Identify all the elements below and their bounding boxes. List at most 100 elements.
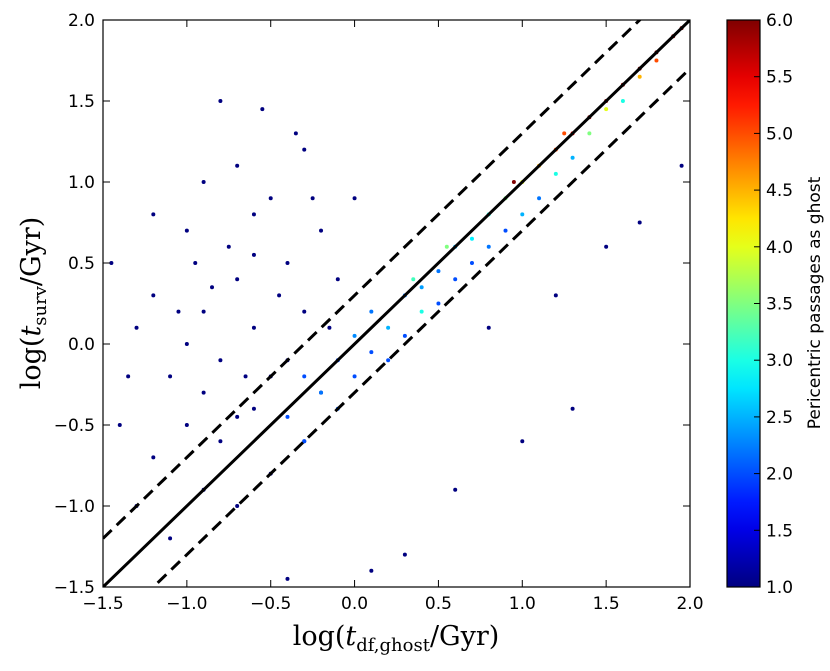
point bbox=[151, 455, 156, 460]
point bbox=[193, 261, 198, 265]
point bbox=[570, 155, 575, 160]
point bbox=[352, 374, 357, 379]
point bbox=[537, 196, 542, 201]
point bbox=[402, 333, 407, 338]
point bbox=[453, 487, 458, 492]
point bbox=[151, 293, 156, 298]
point bbox=[184, 342, 189, 346]
point bbox=[369, 309, 374, 314]
point bbox=[604, 244, 609, 249]
point bbox=[168, 374, 173, 379]
y-tick-label: 0.5 bbox=[68, 254, 95, 274]
point bbox=[184, 423, 189, 427]
point bbox=[168, 536, 173, 541]
point bbox=[277, 293, 282, 298]
point bbox=[352, 333, 357, 338]
point bbox=[386, 358, 391, 363]
point bbox=[226, 244, 231, 249]
y-tick-label: 0.0 bbox=[68, 335, 95, 355]
point bbox=[285, 261, 290, 265]
point bbox=[218, 439, 223, 444]
y-tick-label: −1.0 bbox=[54, 497, 95, 517]
point bbox=[134, 325, 139, 330]
colorbar-tick-label: 2.5 bbox=[766, 408, 793, 428]
y-tick-label: 2.0 bbox=[68, 11, 95, 31]
y-tick-label: −0.5 bbox=[54, 416, 95, 436]
point bbox=[260, 107, 265, 112]
point bbox=[436, 269, 441, 274]
point bbox=[520, 212, 525, 217]
point bbox=[335, 277, 340, 282]
reference-line bbox=[151, 67, 690, 587]
x-tick-label: −1.5 bbox=[82, 594, 123, 614]
point bbox=[444, 244, 449, 249]
point bbox=[218, 99, 223, 103]
point bbox=[235, 163, 240, 168]
point bbox=[310, 196, 315, 201]
point bbox=[302, 439, 307, 444]
point bbox=[319, 390, 324, 395]
x-axis-label: log(tdf,ghost/Gyr) bbox=[293, 621, 500, 656]
point bbox=[369, 350, 374, 355]
point bbox=[251, 212, 256, 217]
point bbox=[386, 325, 391, 330]
point bbox=[453, 277, 458, 282]
point bbox=[511, 180, 516, 184]
point bbox=[302, 309, 307, 314]
point bbox=[654, 58, 659, 63]
point bbox=[604, 107, 609, 112]
point bbox=[436, 301, 441, 306]
colorbar-tick-label: 5.0 bbox=[766, 124, 793, 144]
point bbox=[268, 196, 273, 201]
colorbar-tick-label: 3.0 bbox=[766, 351, 793, 371]
plot-frame bbox=[102, 19, 691, 588]
point bbox=[235, 414, 240, 419]
point bbox=[352, 196, 357, 201]
point bbox=[679, 163, 684, 168]
y-tick-label: 1.0 bbox=[68, 173, 95, 193]
colorbar-tick-label: 1.5 bbox=[766, 521, 793, 541]
point bbox=[251, 252, 256, 257]
point bbox=[251, 325, 256, 330]
point bbox=[117, 423, 122, 427]
y-tick-label: 1.5 bbox=[68, 92, 95, 112]
point bbox=[411, 277, 416, 282]
point bbox=[637, 74, 642, 79]
point bbox=[419, 309, 424, 314]
point bbox=[520, 439, 525, 444]
colorbar-tick-label: 6.0 bbox=[766, 11, 793, 31]
point bbox=[486, 244, 491, 249]
reference-line bbox=[103, 20, 690, 587]
point bbox=[369, 568, 374, 573]
point bbox=[285, 576, 290, 581]
colorbar-tick-label: 3.5 bbox=[766, 295, 793, 315]
point bbox=[620, 99, 625, 103]
point bbox=[235, 277, 240, 282]
point bbox=[419, 285, 424, 290]
point bbox=[302, 374, 307, 379]
colorbar-tick-label: 1.0 bbox=[766, 578, 793, 598]
point bbox=[184, 228, 189, 233]
point bbox=[243, 374, 248, 379]
point bbox=[570, 406, 575, 411]
colorbar-tick-label: 4.0 bbox=[766, 238, 793, 258]
point bbox=[201, 180, 206, 184]
x-tick-label: 1.0 bbox=[509, 594, 536, 614]
point bbox=[210, 285, 215, 290]
plot-area bbox=[103, 20, 690, 587]
point bbox=[201, 309, 206, 314]
point bbox=[126, 374, 131, 379]
point bbox=[285, 414, 290, 419]
point bbox=[402, 552, 407, 557]
colorbar-tick-label: 2.0 bbox=[766, 465, 793, 485]
point bbox=[587, 131, 592, 136]
point bbox=[235, 504, 240, 508]
point bbox=[503, 228, 508, 233]
x-tick-label: 1.5 bbox=[593, 594, 620, 614]
reference-line bbox=[103, 20, 642, 540]
point bbox=[319, 228, 324, 233]
x-tick-label: 2.0 bbox=[676, 594, 703, 614]
point bbox=[469, 236, 474, 241]
point bbox=[562, 131, 567, 136]
